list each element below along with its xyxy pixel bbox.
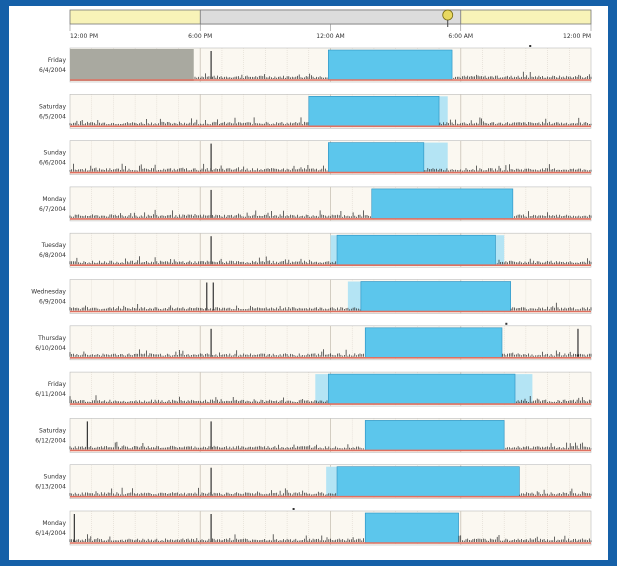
day-row: Wednesday 6/9/2004 <box>31 279 592 314</box>
actogram-chart: 12:00 PM 6:00 PM 12:00 AM 6:00 AM 12:00 PM F… <box>31 9 592 546</box>
row-day-label: Friday <box>48 381 67 388</box>
sleep-block <box>308 96 440 127</box>
sleep-block <box>364 327 503 359</box>
row-date-label: 6/4/2004 <box>39 67 66 74</box>
event-marker <box>505 322 508 325</box>
row-date-label: 6/6/2004 <box>39 160 66 167</box>
sleep-block <box>328 373 516 405</box>
row-date-label: 6/7/2004 <box>39 206 66 213</box>
day-row: Sunday 6/6/2004 <box>39 140 592 175</box>
day-row: Saturday 6/5/2004 <box>39 94 592 129</box>
activity-trace <box>69 534 592 542</box>
row-date-label: 6/9/2004 <box>39 299 66 306</box>
row-day-label: Saturday <box>39 427 66 434</box>
day-row: Thursday 6/10/2004 <box>35 322 592 361</box>
day-row: Tuesday 6/8/2004 <box>39 232 592 268</box>
sleep-partial-block <box>347 281 361 312</box>
row-date-label: 6/13/2004 <box>35 484 66 491</box>
sleep-partial-block <box>326 466 338 497</box>
row-date-label: 6/12/2004 <box>35 437 66 444</box>
x-tick-label: 6:00 PM <box>188 33 212 40</box>
sleep-block <box>336 234 496 266</box>
row-date-label: 6/8/2004 <box>39 252 66 259</box>
row-date-label: 6/11/2004 <box>35 391 66 398</box>
timeline-window <box>199 9 462 25</box>
sleep-partial-block <box>330 235 338 266</box>
x-tick-label: 12:00 PM <box>70 33 98 40</box>
day-rows: Friday 6/4/2004 Saturday 6/5/2004 Sunday 6/6/… <box>31 45 592 546</box>
day-row: Friday 6/4/2004 <box>39 45 592 83</box>
activity-trace <box>69 441 592 450</box>
timeline-scrubber[interactable] <box>69 9 592 27</box>
row-day-label: Monday <box>42 520 66 527</box>
activity-trace <box>69 349 592 357</box>
activity-trace <box>69 209 592 218</box>
no-data-block <box>70 49 194 81</box>
row-day-label: Tuesday <box>41 242 67 249</box>
activity-trace <box>69 302 592 311</box>
event-marker <box>292 508 295 510</box>
sleep-block <box>364 512 459 544</box>
row-day-label: Monday <box>42 196 66 203</box>
sleep-partial-block <box>315 374 329 405</box>
activity-trace <box>69 256 592 265</box>
day-row: Monday 6/14/2004 <box>35 508 592 546</box>
row-day-label: Friday <box>48 57 67 64</box>
sleep-block <box>328 49 453 81</box>
sleep-partial-block <box>423 142 448 173</box>
day-row: Monday 6/7/2004 <box>39 186 592 222</box>
day-row: Saturday 6/12/2004 <box>35 418 592 453</box>
day-row: Sunday 6/13/2004 <box>35 464 592 500</box>
sleep-block <box>336 466 520 498</box>
sleep-block <box>364 420 505 451</box>
activity-trace <box>69 395 592 404</box>
activity-trace <box>69 163 592 172</box>
activity-trace <box>69 117 592 126</box>
timeline-knob[interactable] <box>442 9 454 21</box>
x-tick-label: 6:00 AM <box>448 33 473 40</box>
x-tick-label: 12:00 AM <box>316 33 344 40</box>
row-date-label: 6/14/2004 <box>35 530 66 537</box>
activity-trace <box>194 71 592 79</box>
row-day-label: Saturday <box>39 103 66 110</box>
row-day-label: Thursday <box>37 335 66 342</box>
sleep-block <box>328 142 425 173</box>
row-day-label: Sunday <box>44 150 67 157</box>
actogram-panel: 12:00 PM 6:00 PM 12:00 AM 6:00 AM 12:00 PM F… <box>9 6 608 560</box>
row-date-label: 6/10/2004 <box>35 345 66 352</box>
row-date-label: 6/5/2004 <box>39 113 66 120</box>
time-axis: 12:00 PM 6:00 PM 12:00 AM 6:00 AM 12:00 PM <box>69 24 592 40</box>
row-day-label: Wednesday <box>31 289 66 296</box>
x-tick-label: 12:00 PM <box>563 33 591 40</box>
sleep-partial-block <box>495 235 505 266</box>
sleep-block <box>371 188 514 220</box>
day-row: Friday 6/11/2004 <box>35 371 592 407</box>
row-day-label: Sunday <box>44 474 67 481</box>
sleep-partial-block <box>515 374 533 405</box>
sleep-partial-block <box>439 96 448 127</box>
activity-trace <box>69 487 592 496</box>
sleep-block <box>360 281 511 312</box>
event-marker <box>529 45 532 47</box>
